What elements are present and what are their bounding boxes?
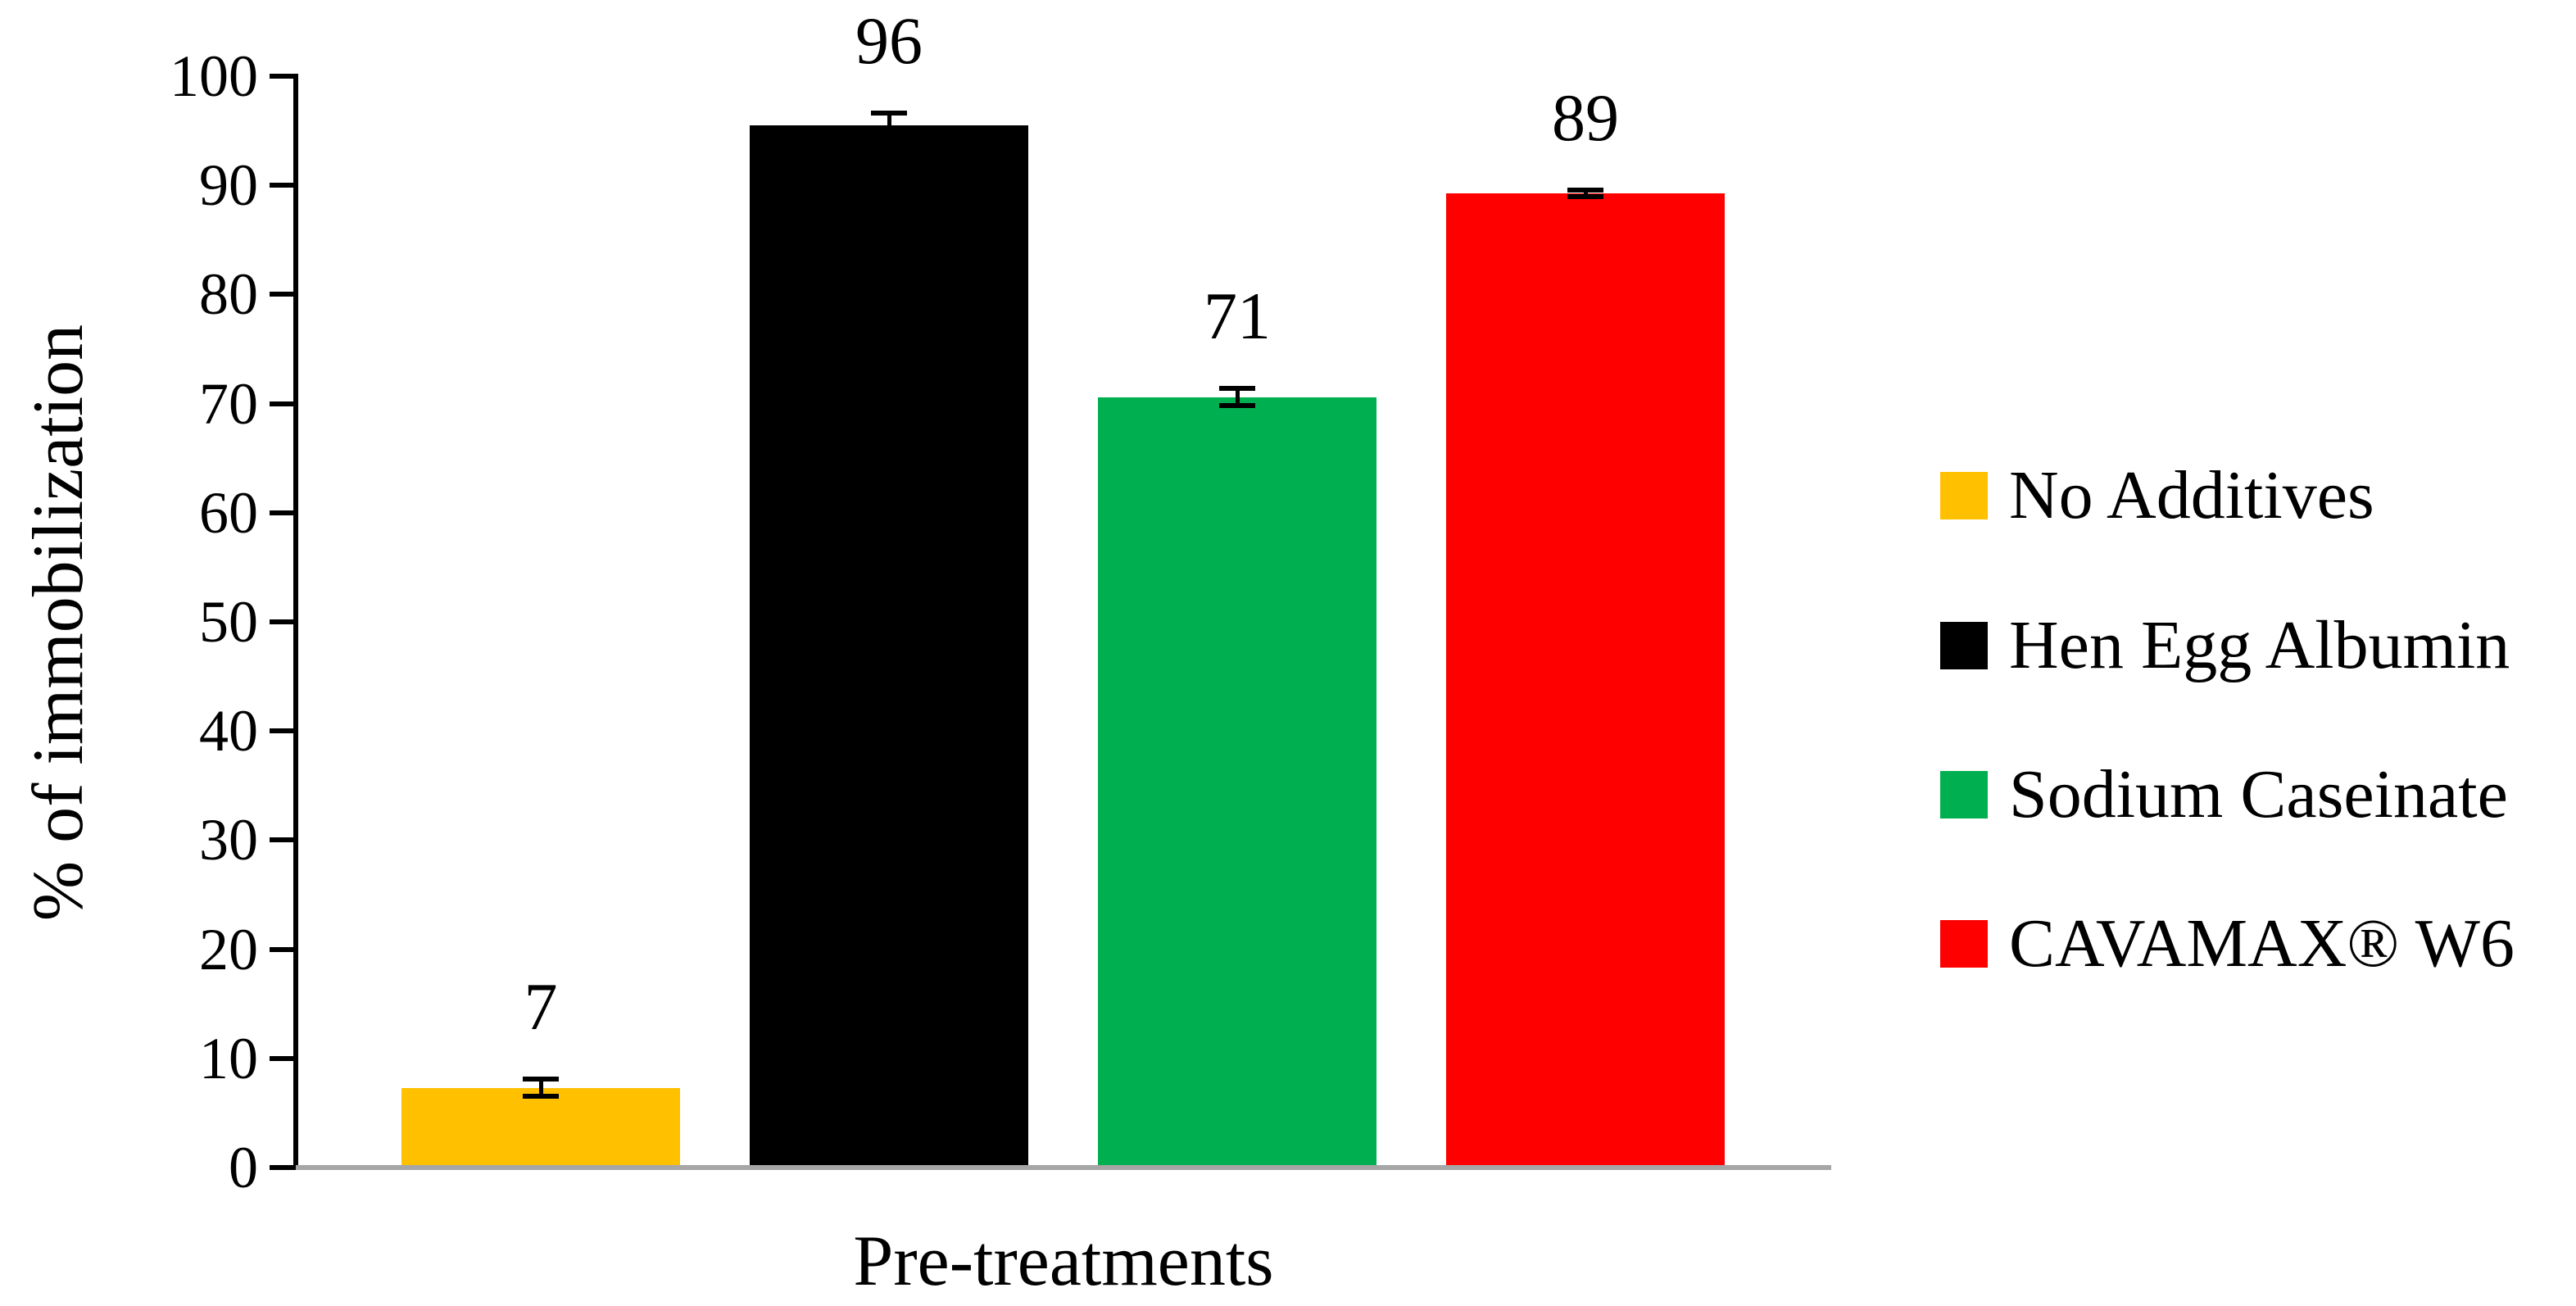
bar (1446, 193, 1725, 1168)
error-bar (1583, 189, 1588, 197)
y-tick-label: 10 (199, 1025, 258, 1091)
y-tick-label: 50 (199, 589, 258, 655)
y-tick-mark (270, 619, 296, 624)
legend-label: Sodium Caseinate (2009, 756, 2508, 832)
bar-value-label: 96 (855, 3, 923, 79)
error-bar-cap-top (523, 1077, 559, 1082)
legend-swatch (1940, 771, 1988, 819)
y-tick-label: 90 (199, 152, 258, 219)
legend-swatch (1940, 622, 1988, 669)
legend-label: Hen Egg Albumin (2009, 607, 2510, 683)
legend-label: No Additives (2009, 457, 2374, 533)
bar-value-label: 89 (1552, 79, 1619, 155)
error-bar (1235, 388, 1240, 406)
error-bar-cap-bottom (1219, 403, 1255, 409)
bar (401, 1087, 680, 1168)
bar (1098, 397, 1376, 1168)
error-bar (887, 113, 891, 138)
bar-value-label: 71 (1204, 278, 1271, 353)
x-axis-title: Pre-treatments (853, 1222, 1274, 1301)
y-tick-mark (270, 292, 296, 297)
legend-label: CAVAMAX® W6 (2009, 905, 2515, 982)
y-tick-label: 0 (229, 1135, 258, 1200)
y-tick-mark (270, 401, 296, 406)
y-tick-mark (270, 946, 296, 952)
bar-value-label: 7 (524, 969, 558, 1045)
y-tick-label: 30 (199, 807, 258, 873)
error-bar (538, 1079, 543, 1097)
y-tick-mark (270, 1055, 296, 1061)
y-tick-label: 60 (199, 479, 258, 546)
error-bar-cap-bottom (871, 134, 907, 140)
y-tick-label: 100 (170, 43, 258, 109)
error-bar-cap-top (871, 111, 907, 116)
y-tick-label: 20 (199, 916, 258, 982)
y-tick-mark (270, 1165, 296, 1170)
legend-swatch (1940, 920, 1988, 968)
y-tick-mark (270, 74, 296, 79)
y-tick-label: 70 (199, 370, 258, 437)
error-bar-cap-bottom (1567, 193, 1603, 199)
y-tick-label: 40 (199, 698, 258, 764)
x-axis-line (296, 1165, 1831, 1170)
error-bar-cap-top (1567, 187, 1603, 193)
error-bar-cap-bottom (523, 1094, 559, 1100)
y-tick-mark (270, 728, 296, 734)
y-tick-mark (270, 183, 296, 188)
y-tick-mark (270, 837, 296, 843)
bar (750, 125, 1028, 1168)
y-axis-line (293, 74, 298, 1170)
y-tick-mark (270, 510, 296, 515)
y-tick-label: 80 (199, 261, 258, 328)
error-bar-cap-top (1219, 385, 1255, 391)
legend-swatch (1940, 472, 1988, 519)
